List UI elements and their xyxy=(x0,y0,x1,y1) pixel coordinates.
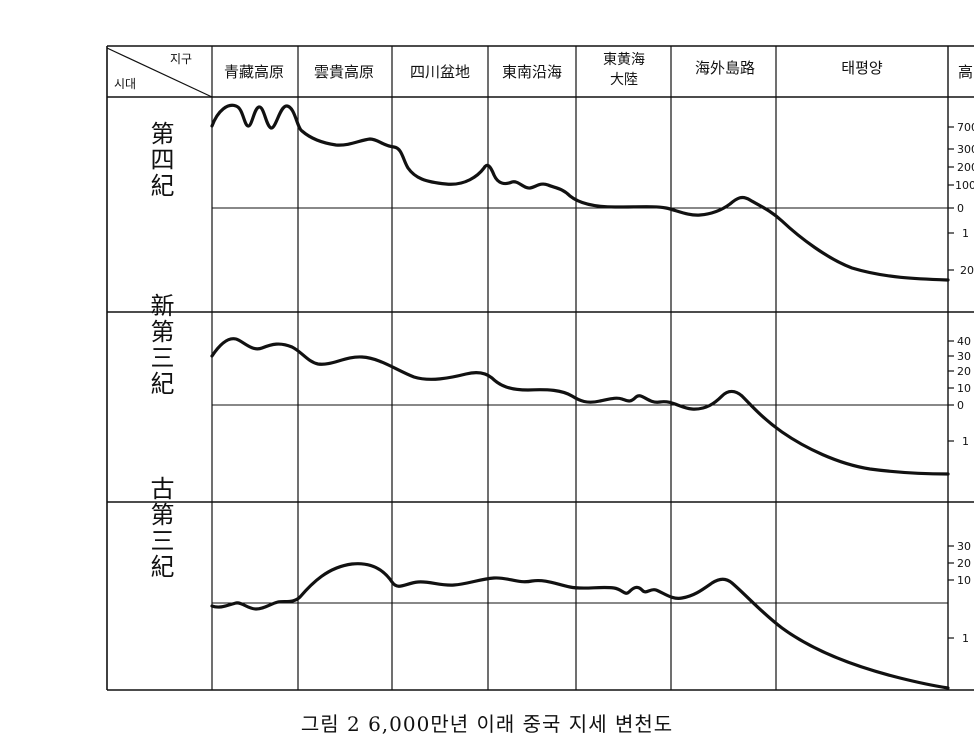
region-header-row: 青藏高原 雲貴高原 四川盆地 東南沿海 東黄海 大陸 海外島路 태평양 高 xyxy=(224,51,973,88)
region-header-southeast-coast: 東南沿海 xyxy=(502,63,562,81)
terrain-profiles xyxy=(210,103,950,690)
profile-paleogene xyxy=(210,562,950,690)
tick-label: 700 xyxy=(957,121,974,134)
tick-label: 10 xyxy=(957,382,971,395)
era-labels: 第四紀 新第三紀 古第三紀 xyxy=(146,121,174,580)
tick-label: 0 xyxy=(957,202,964,215)
tick-label: 100 xyxy=(955,179,974,192)
corner-cell: 지구 시대 xyxy=(106,47,213,98)
elevation-axis xyxy=(948,126,954,639)
tick-label: 20 xyxy=(957,365,971,378)
region-header-overseas-islands: 海外島路 xyxy=(695,59,755,77)
profile-neogene xyxy=(210,337,950,476)
region-header-east-yellow-sea-line1: 東黄海 xyxy=(603,51,645,68)
table-grid xyxy=(106,45,974,691)
tick-label: 20 xyxy=(960,264,974,277)
era-label-quaternary: 第四紀 xyxy=(146,121,174,199)
era-label-neogene: 新第三紀 xyxy=(146,293,174,397)
region-header-sichuan: 四川盆地 xyxy=(410,63,470,81)
tick-label: 300 xyxy=(957,143,974,156)
corner-era-label: 시대 xyxy=(114,77,136,91)
era-label-paleogene: 古第三紀 xyxy=(146,476,174,580)
tick-label: 1 xyxy=(962,435,969,448)
region-header-pacific: 태평양 xyxy=(841,59,883,77)
tick-label: 40 xyxy=(957,335,971,348)
region-header-east-yellow-sea-line2: 大陸 xyxy=(610,72,638,88)
tick-label: 20 xyxy=(957,557,971,570)
tick-label: 10 xyxy=(957,574,971,587)
region-header-qingzang: 青藏高原 xyxy=(224,63,284,81)
tick-label: 1 xyxy=(962,227,969,240)
figure-caption: 그림 2 6,000만년 이래 중국 지세 변천도 xyxy=(300,712,674,736)
region-header-yungui: 雲貴高原 xyxy=(314,63,374,81)
corner-region-label: 지구 xyxy=(170,52,192,66)
tick-label: 0 xyxy=(957,399,964,412)
region-header-height: 高 xyxy=(958,63,973,81)
elevation-tick-labels: 700 300 200 100 0 1 20 40 30 20 10 0 1 3… xyxy=(955,121,974,645)
tick-label: 200 xyxy=(957,161,974,174)
tick-label: 1 xyxy=(962,632,969,645)
tick-label: 30 xyxy=(957,540,971,553)
tick-label: 30 xyxy=(957,350,971,363)
profile-quaternary xyxy=(210,103,950,282)
